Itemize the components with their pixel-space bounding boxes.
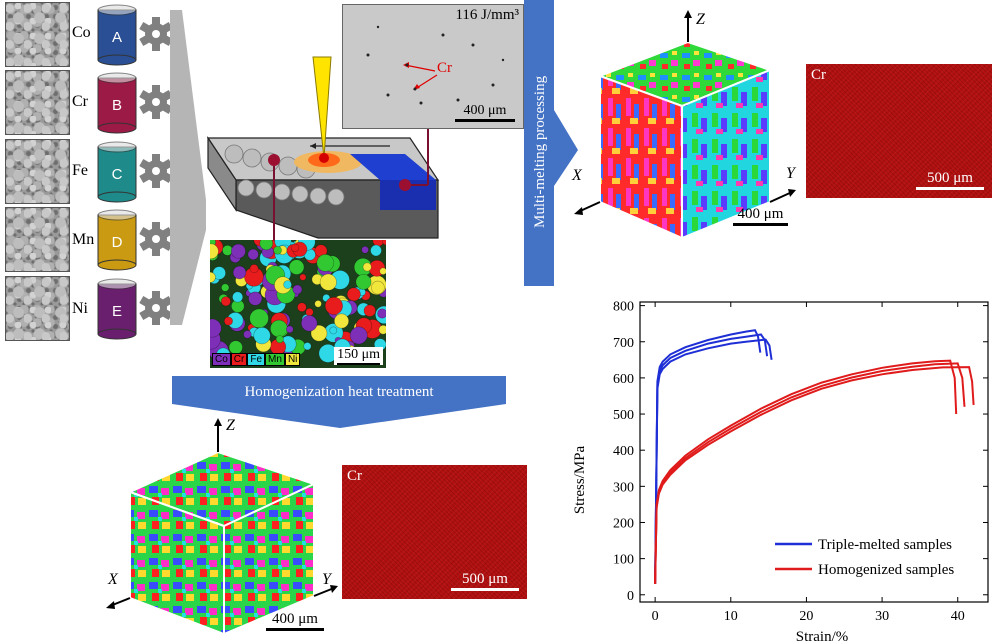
series-line-0-0: [654, 329, 762, 584]
gear-icon: [139, 154, 173, 188]
series-line-0-1: [654, 333, 769, 584]
ebsd-cube-top: Z X Y: [571, 10, 797, 240]
x-axis-label: Strain/%: [796, 629, 849, 643]
ebsd-cube-bottom: Z X Y: [106, 417, 338, 636]
element-label-fe: Fe: [72, 162, 88, 179]
series-line-0-2: [654, 338, 773, 584]
stress-strain-chart: 0 100 200 300 400 500 600 700 800 0 10 20 30 40 Triple…: [572, 300, 989, 643]
axis-z-label: Z: [696, 11, 706, 28]
element-label-ni: Ni: [72, 300, 88, 317]
cr-map-top: Cr 500 μm: [806, 64, 992, 198]
cr-map-top-scale-label: 500 μm: [927, 170, 973, 186]
powder-cans: A B C D E: [97, 4, 173, 340]
ebsd-bottom-scale-bar: 400 μm: [266, 611, 324, 631]
sem-image-cr: [5, 70, 70, 135]
ebsd-bottom-scale-label: 400 μm: [272, 611, 318, 627]
scale-bar-line: [455, 119, 515, 122]
connector-lines: [268, 128, 429, 250]
y-tick-label: 600: [613, 372, 634, 387]
powder-can-fe: C: [97, 141, 137, 203]
multi-melting-label: Multi-melting processing: [532, 75, 548, 228]
element-label-cr: Cr: [72, 93, 88, 110]
can-letter: E: [112, 303, 122, 320]
ebsd-top-scale-bar: 400 μm: [733, 206, 788, 226]
multi-melting-arrow: Multi-melting processing: [524, 0, 578, 286]
gear-icon: [139, 291, 173, 325]
scale-bar-label: 400 μm: [463, 103, 507, 118]
legend-label: Triple-melted samples: [818, 537, 952, 553]
sem-image-co: [5, 2, 70, 67]
gear-icon: [139, 222, 173, 256]
cr-map-top-scale: 500 μm: [916, 170, 984, 190]
energy-density-label: 116 J/mm³: [455, 7, 519, 23]
cr-arrows: [366, 25, 505, 105]
sem-image-ni: [5, 276, 70, 341]
cr-map-bottom-scale: 500 μm: [451, 571, 519, 591]
eds-legend-fe: Fe: [247, 353, 266, 366]
micrograph-top: 116 J/mm³ Cr 400 μm: [342, 4, 524, 129]
homogenization-arrow: Homogenization heat treatment: [172, 376, 506, 428]
element-label-co: Co: [72, 24, 91, 41]
can-letter: C: [112, 166, 123, 183]
axis-z-label: Z: [226, 417, 236, 434]
y-tick-label: 800: [613, 300, 634, 315]
powder-can-mn: D: [97, 209, 137, 271]
eds-legend: Co Cr Fe Mn Ni: [212, 353, 301, 366]
eds-scale-line: [337, 363, 380, 365]
powder-can-co: A: [97, 4, 137, 66]
homogenization-label: Homogenization heat treatment: [244, 384, 434, 400]
ebsd-bottom-scale-line: [266, 628, 324, 631]
y-tick-label: 0: [627, 589, 634, 604]
x-tick-label: 20: [799, 609, 813, 624]
y-axis-label: Stress/MPa: [572, 445, 588, 514]
gear-icon: [139, 85, 173, 119]
eds-legend-ni: Ni: [284, 353, 301, 366]
cr-annotation: Cr: [437, 60, 452, 76]
axis-x-label: X: [571, 167, 583, 184]
eds-legend-co: Co: [212, 353, 231, 366]
cr-map-bottom: Cr 500 μm: [342, 465, 527, 599]
y-tick-label: 400: [613, 444, 634, 459]
can-letter: D: [112, 234, 123, 251]
axis-y-label: Y: [786, 165, 797, 182]
feed-funnel: [170, 10, 206, 325]
powder-can-cr: B: [97, 72, 137, 134]
x-tick-label: 10: [724, 609, 738, 624]
element-label-mn: Mn: [72, 231, 95, 248]
can-letter: B: [112, 97, 122, 114]
laser-melting-schematic: [206, 56, 440, 239]
y-tick-label: 500: [613, 408, 634, 423]
cr-map-bottom-label: Cr: [347, 468, 362, 484]
sem-image-mn: [5, 207, 70, 272]
sem-image-fe: [5, 139, 70, 204]
y-tick-label: 700: [613, 336, 634, 351]
gear-icon: [139, 17, 173, 51]
scale-bar-top-micrograph: 400 μm: [455, 103, 515, 122]
y-tick-label: 100: [613, 553, 634, 568]
legend-label: Homogenized samples: [818, 562, 954, 578]
eds-powder-map: Co Cr Fe Mn Ni 150 μm: [210, 240, 386, 368]
axis-y-label: Y: [322, 571, 333, 588]
cr-map-bottom-scale-label: 500 μm: [462, 571, 508, 587]
y-tick-label: 300: [613, 480, 634, 495]
powder-can-ni: E: [97, 278, 137, 340]
eds-legend-cr: Cr: [230, 353, 248, 366]
x-tick-label: 0: [652, 609, 659, 624]
series-line-1-2: [654, 366, 975, 584]
cr-map-top-label: Cr: [811, 67, 826, 83]
cr-map-bottom-scale-line: [451, 588, 519, 591]
can-letter: A: [112, 29, 122, 46]
ebsd-top-scale-line: [733, 223, 788, 226]
eds-scale-label: 150 μm: [337, 347, 380, 362]
cr-map-top-scale-line: [916, 187, 984, 190]
x-tick-label: 40: [951, 609, 965, 624]
ebsd-top-scale-label: 400 μm: [737, 206, 784, 222]
x-tick-label: 30: [875, 609, 889, 624]
y-tick-label: 200: [613, 516, 634, 531]
eds-scale-bar: 150 μm: [334, 347, 383, 365]
plot-frame: [639, 301, 989, 603]
axis-x-label: X: [107, 571, 119, 588]
eds-legend-mn: Mn: [265, 353, 285, 366]
